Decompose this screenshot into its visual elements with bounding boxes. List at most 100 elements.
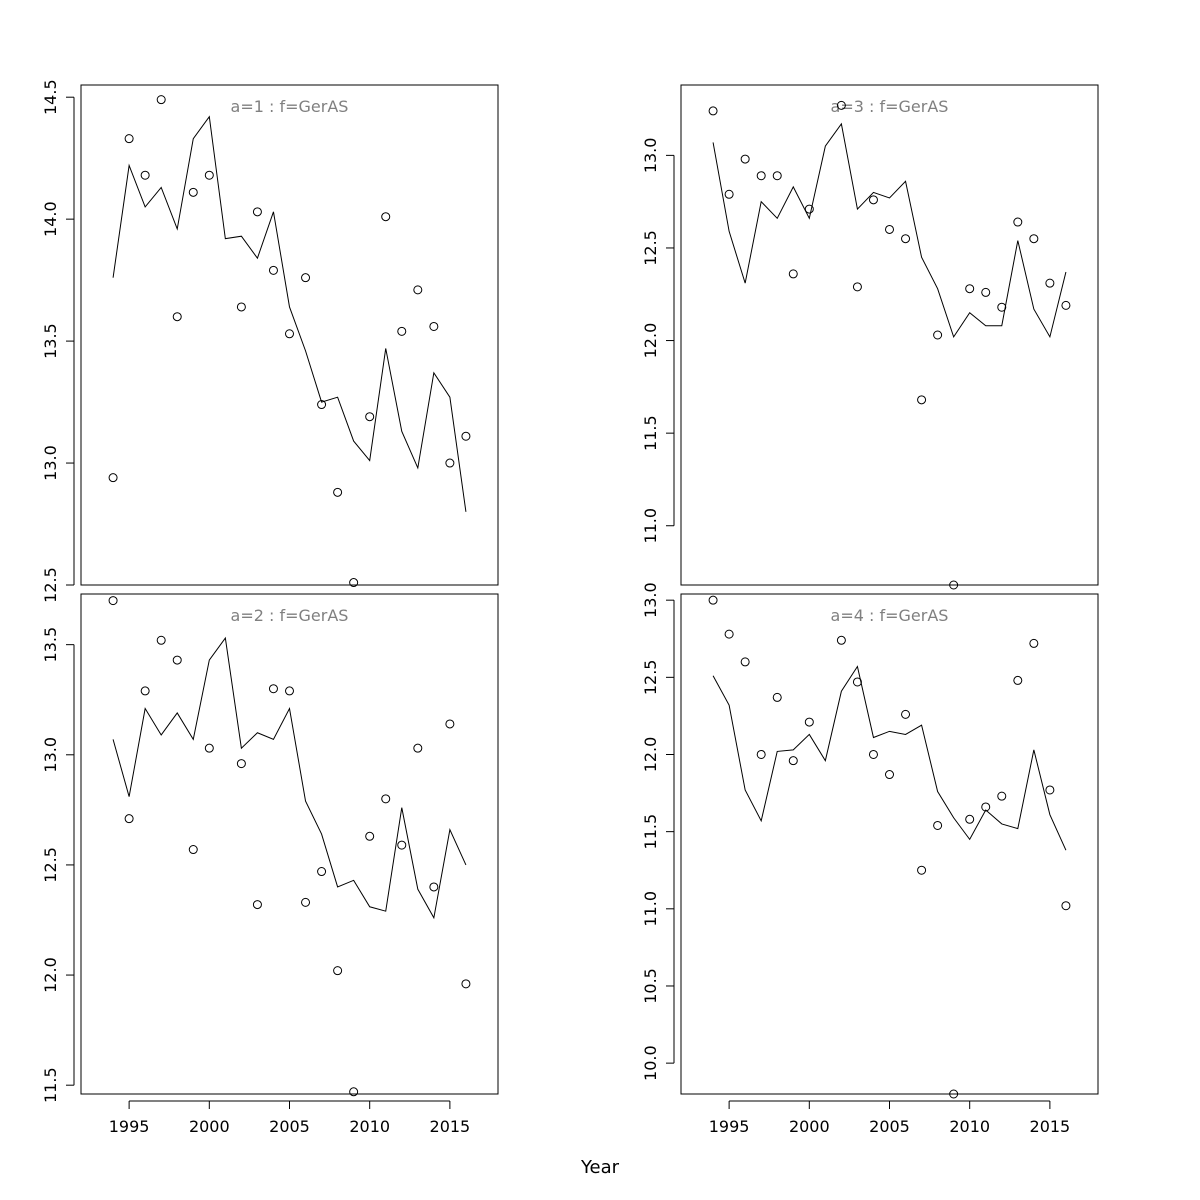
observed-point <box>804 717 814 727</box>
x-tick-label: 2015 <box>1030 1117 1071 1136</box>
observed-point <box>1013 217 1023 227</box>
panel-2: a=3 : f=GerAS 11.0 11.5 12.0 12.5 13.0 <box>641 84 1099 590</box>
plot-frame <box>80 593 499 1095</box>
observed-point <box>188 187 198 197</box>
observed-point <box>965 284 975 294</box>
observed-point <box>981 802 991 812</box>
observed-point <box>933 820 943 830</box>
y-tick-label: 12.5 <box>641 230 660 266</box>
y-tick-label: 12.0 <box>41 957 60 993</box>
observed-point <box>997 791 1007 801</box>
observed-point <box>301 897 311 907</box>
observed-point <box>949 1089 959 1099</box>
observed-point <box>852 282 862 292</box>
observed-point <box>756 749 766 759</box>
observed-point <box>124 134 134 144</box>
observed-point <box>397 326 407 336</box>
x-tick-label: 2010 <box>949 1117 990 1136</box>
x-tick-label: 1995 <box>709 1117 750 1136</box>
y-tick-label: 12.0 <box>641 737 660 773</box>
observed-point <box>836 635 846 645</box>
observed-point <box>1029 234 1039 244</box>
y-tick-label: 12.5 <box>41 567 60 603</box>
y-tick-label: 14.5 <box>41 79 60 115</box>
y-tick-label: 13.5 <box>41 323 60 359</box>
observed-point <box>204 170 214 180</box>
observed-point <box>268 684 278 694</box>
observed-point <box>724 189 734 199</box>
plot-frame <box>680 593 1099 1095</box>
observed-point <box>236 759 246 769</box>
y-tick-label: 10.0 <box>641 1045 660 1081</box>
observed-point <box>461 431 471 441</box>
y-tick-label: 11.5 <box>641 415 660 451</box>
observed-point <box>156 635 166 645</box>
observed-point <box>836 100 846 110</box>
panel-title: a=2 : f=GerAS <box>231 606 349 625</box>
y-tick-label: 13.5 <box>41 627 60 663</box>
panels: a=1 : f=GerAS 12.5 13.0 13.5 14.0 14.5 a=3 : f… <box>41 79 1099 1136</box>
observed-point <box>140 686 150 696</box>
observed-point <box>901 709 911 719</box>
fitted-line <box>112 636 467 920</box>
observed-point <box>724 629 734 639</box>
panel-4: a=4 : f=GerAS 10.0 10.5 11.0 11.5 12.0 12.5 13.… <box>641 582 1099 1136</box>
observed-point <box>708 595 718 605</box>
observed-point <box>901 234 911 244</box>
y-tick-label: 13.0 <box>641 582 660 618</box>
panel-title: a=1 : f=GerAS <box>231 97 349 116</box>
observed-point <box>772 692 782 702</box>
observed-point <box>868 195 878 205</box>
y-tick-label: 13.0 <box>41 737 60 773</box>
observed-point <box>1061 901 1071 911</box>
observed-point <box>188 845 198 855</box>
x-tick-label: 2015 <box>430 1117 471 1136</box>
y-tick-label: 11.5 <box>41 1067 60 1103</box>
observed-point <box>108 596 118 606</box>
fitted-line <box>712 122 1067 339</box>
fitted-line <box>712 665 1067 851</box>
observed-point <box>885 770 894 780</box>
y-tick-label: 13.0 <box>41 445 60 481</box>
y-tick-label: 11.0 <box>641 891 660 927</box>
observed-point <box>429 882 439 892</box>
observed-point <box>365 412 375 422</box>
y-tick-label: 12.0 <box>641 323 660 359</box>
y-tick-label: 11.5 <box>641 814 660 850</box>
observed-point <box>917 395 927 405</box>
x-tick-label: 2000 <box>789 1117 830 1136</box>
x-tick-label: 2005 <box>269 1117 310 1136</box>
observed-point <box>349 1087 359 1097</box>
observed-point <box>124 814 134 824</box>
observed-point <box>317 400 327 410</box>
observed-point <box>933 330 943 340</box>
observed-point <box>381 212 391 222</box>
fitted-line <box>112 115 467 512</box>
y-tick-label: 12.5 <box>641 660 660 696</box>
observed-point <box>333 966 343 976</box>
plot-frame <box>80 84 499 586</box>
observed-point <box>413 285 423 295</box>
observed-point <box>333 487 343 497</box>
x-axis-label: Year <box>580 1157 620 1178</box>
observed-point <box>997 302 1007 312</box>
observed-point <box>397 840 407 850</box>
observed-point <box>1029 638 1039 648</box>
observed-point <box>949 580 959 590</box>
y-tick-label: 13.0 <box>641 138 660 174</box>
observed-point <box>252 207 262 217</box>
panel-1: a=1 : f=GerAS 12.5 13.0 13.5 14.0 14.5 <box>41 79 499 603</box>
observed-point <box>788 269 798 279</box>
y-tick-label: 12.5 <box>41 847 60 883</box>
observed-point <box>965 814 975 824</box>
panel-title: a=3 : f=GerAS <box>831 97 949 116</box>
observed-point <box>172 655 182 665</box>
observed-point <box>429 321 439 331</box>
observed-point <box>140 170 150 180</box>
observed-point <box>772 171 782 181</box>
observed-point <box>917 865 927 875</box>
observed-point <box>156 95 166 105</box>
observed-point <box>1013 675 1023 685</box>
observed-point <box>252 900 262 910</box>
observed-point <box>1061 300 1071 310</box>
